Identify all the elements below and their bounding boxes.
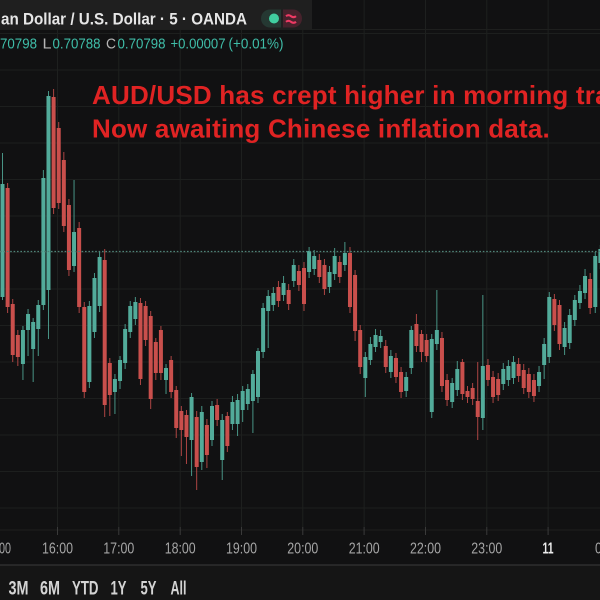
svg-text:20:00: 20:00: [287, 541, 318, 558]
svg-text:3M: 3M: [9, 579, 29, 600]
svg-text:6M: 6M: [40, 579, 60, 600]
svg-text:All: All: [171, 579, 187, 600]
svg-text:C: C: [106, 37, 116, 53]
svg-text:00: 00: [0, 541, 11, 558]
svg-text:(+0.01%): (+0.01%): [229, 37, 284, 53]
svg-text:an Dollar / U.S. Dollar · 5 ·: an Dollar / U.S. Dollar · 5 · OANDA: [1, 11, 247, 29]
svg-text:AUD/USD has crept higher in mo: AUD/USD has crept higher in morning trad: [92, 80, 600, 110]
svg-text:0.70798: 0.70798: [118, 37, 166, 53]
svg-text:70798: 70798: [0, 37, 37, 53]
svg-text:19:00: 19:00: [226, 541, 257, 558]
svg-text:23:00: 23:00: [471, 541, 502, 558]
svg-text:0: 0: [595, 541, 600, 558]
svg-text:L: L: [43, 37, 52, 53]
svg-text:21:00: 21:00: [349, 541, 380, 558]
svg-text:22:00: 22:00: [410, 541, 441, 558]
svg-text:11: 11: [543, 541, 554, 558]
svg-text:5Y: 5Y: [141, 579, 157, 600]
svg-text:0.70788: 0.70788: [53, 37, 101, 53]
svg-text:+0.00007: +0.00007: [171, 37, 226, 53]
svg-text:Now awaiting Chinese inflation: Now awaiting Chinese inflation data.: [92, 114, 550, 144]
svg-text:17:00: 17:00: [103, 541, 134, 558]
svg-text:16:00: 16:00: [42, 541, 73, 558]
svg-text:YTD: YTD: [72, 579, 99, 600]
svg-text:1Y: 1Y: [111, 579, 127, 600]
svg-text:18:00: 18:00: [165, 541, 196, 558]
